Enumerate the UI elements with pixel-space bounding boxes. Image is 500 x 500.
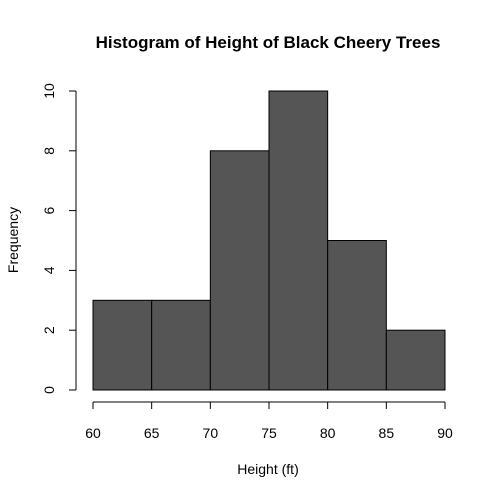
x-axis-label: Height (ft): [237, 461, 298, 477]
y-axis: 0 2 4 6 8 10: [41, 83, 77, 394]
histogram-bar-4: [327, 240, 387, 391]
x-tick-label-6: 90: [437, 425, 453, 441]
x-tick-label-1: 65: [144, 425, 160, 441]
y-tick-label-5: 10: [41, 83, 57, 99]
x-tick-label-3: 75: [261, 425, 277, 441]
y-tick-label-2: 4: [41, 266, 57, 274]
y-tick-label-3: 6: [41, 206, 57, 214]
y-tick-label-0: 0: [41, 386, 57, 394]
bars-layer: [92, 90, 446, 391]
x-tick-label-4: 80: [320, 425, 336, 441]
histogram-bar-0: [92, 299, 153, 391]
histogram-bar-3: [268, 90, 329, 391]
y-axis-label: Frequency: [5, 207, 21, 273]
x-axis: 60 65 70 75 80 85 90: [85, 401, 453, 441]
chart-title: Histogram of Height of Black Cheery Tree…: [96, 33, 441, 52]
histogram-bar-5: [385, 329, 446, 391]
histogram-bar-1: [151, 299, 211, 391]
x-tick-label-0: 60: [85, 425, 101, 441]
y-tick-label-4: 8: [41, 147, 57, 155]
x-tick-label-5: 85: [379, 425, 395, 441]
x-tick-label-2: 70: [203, 425, 219, 441]
histogram-bar-2: [209, 150, 270, 391]
y-tick-label-1: 2: [41, 326, 57, 334]
